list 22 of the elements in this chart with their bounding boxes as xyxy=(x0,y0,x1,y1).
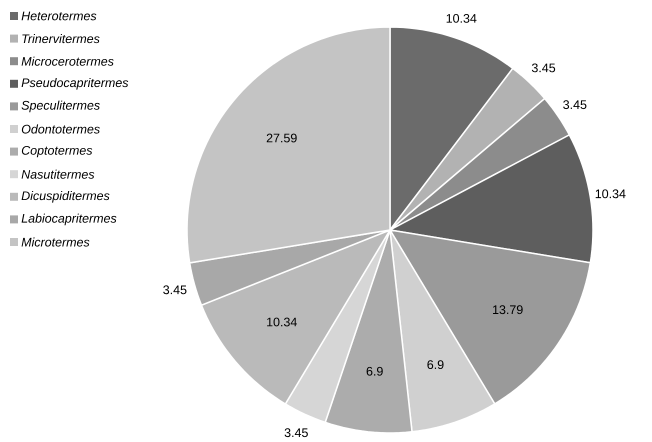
data-label: 3.45 xyxy=(163,285,186,294)
legend-label: Odontotermes xyxy=(22,124,100,134)
data-label: 27.59 xyxy=(266,134,297,142)
data-label: 10.34 xyxy=(596,189,626,198)
data-label: 3.45 xyxy=(563,100,586,110)
data-label: 13.79 xyxy=(493,305,523,314)
data-label: 10.34 xyxy=(267,318,297,326)
legend-label: Microcerotermes xyxy=(22,56,114,66)
legend-label: Microtermes xyxy=(22,237,90,247)
legend-label: Dicuspiditermes xyxy=(22,190,110,203)
data-label: 3.45 xyxy=(532,63,556,72)
legend-label: Speculitermes xyxy=(22,100,100,112)
legend-label: Coptotermes xyxy=(22,146,92,158)
legend-label: Heterotermes xyxy=(22,12,96,20)
legend-label: Pseudocapritermes xyxy=(22,78,128,90)
legend-label: Trinervitermes xyxy=(22,34,100,44)
data-label: 3.45 xyxy=(284,428,308,438)
data-label: 10.34 xyxy=(446,14,476,23)
legend-label: Labiocapritermes xyxy=(22,214,116,226)
data-label: 6.9 xyxy=(366,366,383,376)
legend-label: Nasutitermes xyxy=(22,170,94,179)
data-label: 6.9 xyxy=(427,360,444,370)
